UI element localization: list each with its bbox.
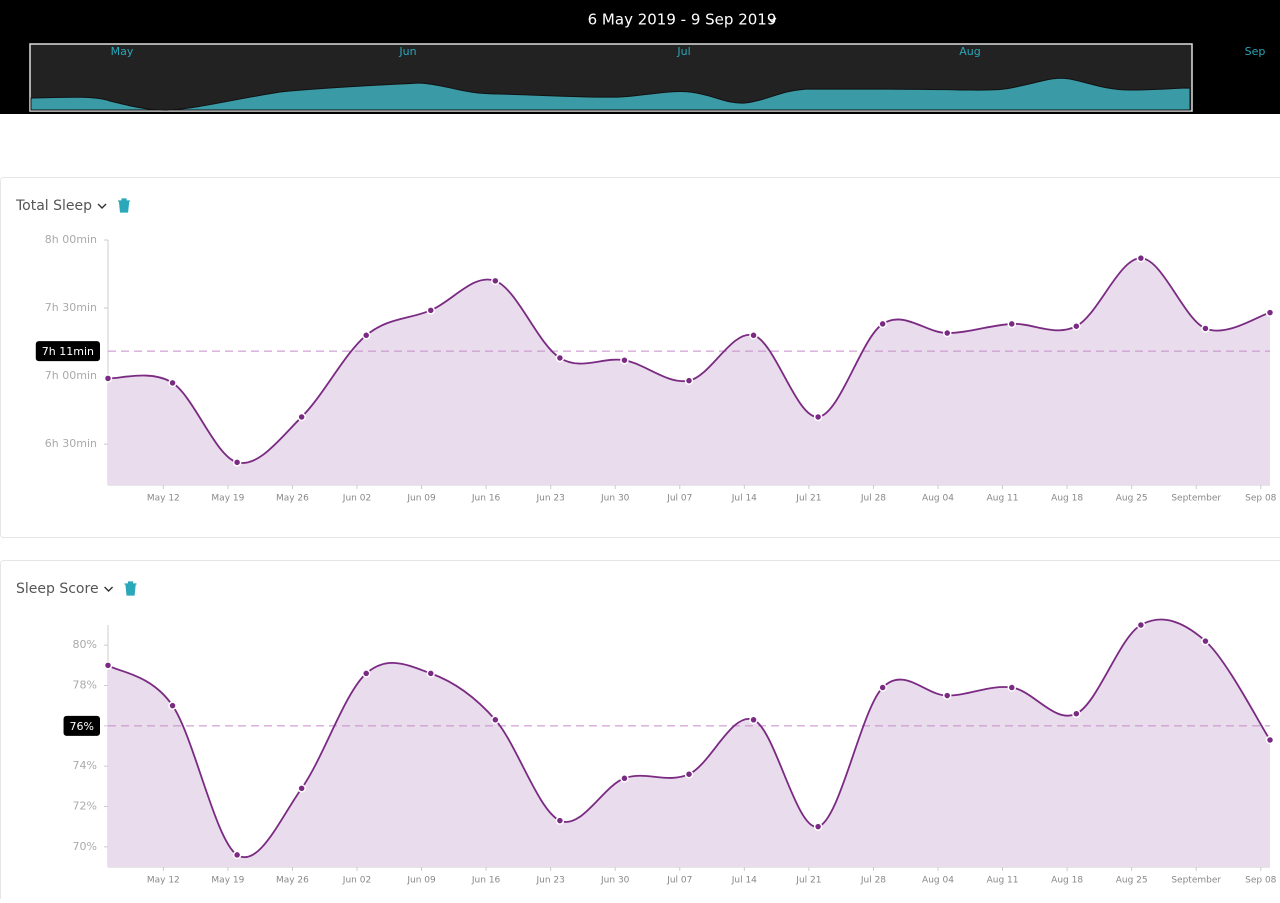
point[interactable] — [492, 277, 499, 284]
x-tick-label: Jul 21 — [795, 876, 821, 886]
point[interactable] — [298, 785, 305, 792]
x-tick-label: Jul 28 — [860, 876, 886, 886]
x-tick-label: May 12 — [147, 494, 180, 504]
x-tick-label: Aug 11 — [987, 876, 1019, 886]
point[interactable] — [427, 307, 434, 314]
x-tick-label: Jun 09 — [406, 876, 436, 886]
x-tick-label: Aug 04 — [922, 494, 954, 504]
x-tick-label: Jun 09 — [406, 494, 436, 504]
point[interactable] — [879, 684, 886, 691]
point[interactable] — [750, 716, 757, 723]
point[interactable] — [105, 662, 112, 669]
y-tick-label: 78% — [73, 679, 97, 692]
point[interactable] — [234, 459, 241, 466]
x-tick-label: Jun 23 — [535, 876, 564, 886]
x-tick-label: September — [1171, 494, 1221, 504]
x-tick-label: Jun 16 — [471, 494, 501, 504]
point[interactable] — [879, 320, 886, 327]
x-tick-label: Jul 28 — [860, 494, 886, 504]
y-tick-label: 72% — [73, 800, 97, 813]
x-tick-label: Jul 14 — [731, 876, 757, 886]
x-tick-label: Jun 16 — [471, 876, 501, 886]
point[interactable] — [944, 692, 951, 699]
point[interactable] — [363, 332, 370, 339]
point[interactable] — [621, 357, 628, 364]
y-tick-label: 7h 30min — [45, 301, 97, 314]
navigator-month: May — [111, 45, 134, 58]
point[interactable] — [686, 771, 693, 778]
point[interactable] — [1073, 323, 1080, 330]
x-tick-label: May 26 — [276, 876, 309, 886]
y-tick-label: 6h 30min — [45, 437, 97, 450]
point[interactable] — [234, 851, 241, 858]
x-tick-label: Jun 02 — [342, 876, 371, 886]
navigator-month: Aug — [959, 45, 980, 58]
point[interactable] — [621, 775, 628, 782]
point[interactable] — [1202, 638, 1209, 645]
x-tick-label: Jul 21 — [795, 494, 821, 504]
x-tick-label: Jul 14 — [731, 494, 757, 504]
point[interactable] — [815, 413, 822, 420]
point[interactable] — [1267, 309, 1274, 316]
x-tick-label: Sep 08 — [1245, 876, 1277, 886]
average-label: 76% — [70, 720, 94, 733]
point[interactable] — [363, 670, 370, 677]
point[interactable] — [815, 823, 822, 830]
point[interactable] — [1137, 622, 1144, 629]
navigator-month: Jul — [676, 45, 690, 58]
chart-title[interactable]: Total Sleep — [15, 198, 92, 214]
x-tick-label: Aug 11 — [987, 494, 1019, 504]
point[interactable] — [686, 377, 693, 384]
x-tick-label: Jul 07 — [666, 494, 692, 504]
point[interactable] — [556, 354, 563, 361]
x-tick-label: September — [1171, 876, 1221, 886]
point[interactable] — [1267, 736, 1274, 743]
point[interactable] — [169, 379, 176, 386]
point[interactable] — [492, 716, 499, 723]
x-tick-label: Jul 07 — [666, 876, 692, 886]
point[interactable] — [750, 332, 757, 339]
x-tick-label: May 19 — [211, 876, 244, 886]
navigator-month: Sep — [1245, 45, 1266, 58]
y-tick-label: 70% — [73, 840, 97, 853]
x-tick-label: Aug 25 — [1116, 494, 1148, 504]
x-tick-label: Aug 18 — [1051, 876, 1083, 886]
x-tick-label: May 12 — [147, 876, 180, 886]
x-tick-label: May 19 — [211, 494, 244, 504]
y-tick-label: 80% — [73, 638, 97, 651]
x-tick-label: Sep 08 — [1245, 494, 1277, 504]
point[interactable] — [1137, 255, 1144, 262]
x-tick-label: May 26 — [276, 494, 309, 504]
x-tick-label: Aug 04 — [922, 876, 954, 886]
average-label: 7h 11min — [42, 345, 94, 358]
point[interactable] — [1008, 320, 1015, 327]
x-tick-label: Aug 25 — [1116, 876, 1148, 886]
y-tick-label: 8h 00min — [45, 233, 97, 246]
point[interactable] — [556, 817, 563, 824]
point[interactable] — [944, 330, 951, 337]
point[interactable] — [427, 670, 434, 677]
y-tick-label: 7h 00min — [45, 369, 97, 382]
x-tick-label: Aug 18 — [1051, 494, 1083, 504]
date-range[interactable]: 6 May 2019 - 9 Sep 2019 — [588, 11, 777, 29]
chart-title[interactable]: Sleep Score — [16, 581, 99, 597]
point[interactable] — [1008, 684, 1015, 691]
x-tick-label: Jun 02 — [342, 494, 371, 504]
x-tick-label: Jun 30 — [600, 494, 630, 504]
delete-icon[interactable] — [118, 199, 130, 212]
point[interactable] — [298, 413, 305, 420]
point[interactable] — [1202, 325, 1209, 332]
y-tick-label: 74% — [73, 759, 97, 772]
point[interactable] — [1073, 710, 1080, 717]
x-tick-label: Jun 23 — [535, 494, 564, 504]
navigator-month: Jun — [398, 45, 416, 58]
x-tick-label: Jun 30 — [600, 876, 630, 886]
delete-icon[interactable] — [125, 582, 137, 595]
point[interactable] — [169, 702, 176, 709]
point[interactable] — [105, 375, 112, 382]
